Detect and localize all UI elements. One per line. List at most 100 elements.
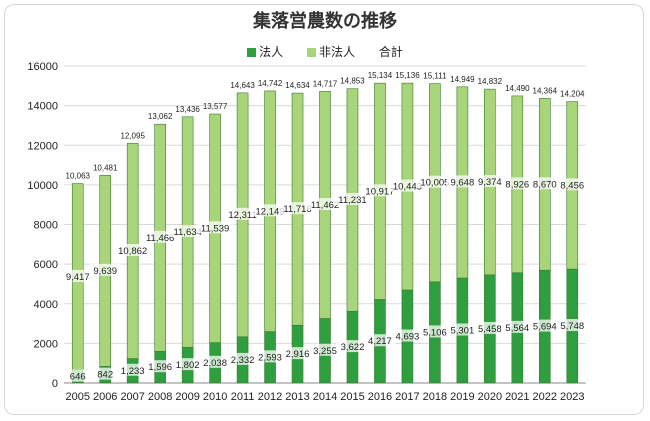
total-label-2016: 15,134 (368, 71, 393, 80)
bar-label-bg-corporate-2019 (446, 323, 479, 336)
total-label-2020: 14,832 (478, 77, 503, 86)
x-tick-label-2015: 2015 (340, 391, 364, 403)
bar-label-corporate-2016: 4,217 (368, 336, 392, 347)
total-label-2014: 14,717 (313, 79, 338, 88)
y-tick-label-2000: 2000 (34, 338, 58, 350)
x-tick-label-2009: 2009 (175, 391, 199, 403)
bar-label-corporate-2018: 5,106 (423, 327, 447, 338)
bar-label-bg-noncorporate-2010 (196, 221, 234, 234)
total-label-2015: 14,853 (340, 77, 365, 86)
bar-label-corporate-2014: 3,255 (313, 346, 337, 357)
bar-label-bg-noncorporate-2021 (501, 177, 534, 190)
legend-label-total: 合計 (378, 45, 403, 59)
bar-label-bg-corporate-2010 (199, 355, 232, 368)
bar-label-bg-corporate-2008 (144, 360, 177, 373)
bar-label-bg-noncorporate-2006 (89, 263, 122, 276)
chart-legend: 法人 非法人 合計 (0, 43, 650, 60)
total-label-2022: 14,364 (533, 86, 558, 95)
bar-label-bg-corporate-2022 (528, 319, 561, 332)
x-tick-label-2010: 2010 (203, 391, 227, 403)
bar-label-noncorporate-2012: 12,149 (256, 206, 285, 217)
bar-label-bg-corporate-2013 (281, 347, 314, 360)
bar-label-noncorporate-2020: 9,374 (478, 177, 502, 188)
bar-label-bg-noncorporate-2023 (556, 178, 589, 191)
bar-label-noncorporate-2017: 10,443 (393, 182, 422, 193)
chart-title: 集落営農数の推移 (253, 11, 397, 32)
bar-label-noncorporate-2007: 10,862 (118, 246, 147, 257)
total-label-2011: 14,643 (230, 81, 255, 90)
x-tick-label-2016: 2016 (368, 391, 392, 403)
legend-swatch-noncorporate (306, 48, 316, 57)
bar-label-bg-noncorporate-2018 (416, 175, 454, 188)
x-tick-label-2023: 2023 (560, 391, 584, 403)
bar-label-noncorporate-2021: 8,926 (505, 179, 529, 190)
y-tick-label-4000: 4000 (34, 299, 58, 311)
bar-label-bg-noncorporate-2022 (528, 177, 561, 190)
total-label-2023: 14,204 (560, 90, 585, 99)
total-label-2018: 15,111 (423, 72, 447, 81)
bar-label-bg-noncorporate-2007 (113, 243, 152, 256)
total-label-2012: 14,742 (258, 79, 283, 88)
x-tick-label-2018: 2018 (423, 391, 447, 403)
bar-label-corporate-2017: 4,693 (396, 332, 420, 343)
bar-label-bg-corporate-2005 (67, 369, 89, 382)
y-tick-label-16000: 16000 (27, 61, 58, 73)
bar-label-noncorporate-2022: 8,670 (533, 179, 557, 190)
bar-label-noncorporate-2015: 11,231 (338, 195, 366, 206)
bar-label-bg-corporate-2012 (254, 350, 287, 363)
x-tick-label-2007: 2007 (120, 391, 144, 403)
bar-label-noncorporate-2008: 11,466 (146, 233, 174, 244)
bar-label-corporate-2020: 5,458 (478, 324, 502, 335)
bar-label-noncorporate-2014: 11,462 (311, 200, 339, 211)
bar-label-bg-corporate-2007 (116, 363, 149, 376)
bar-label-bg-noncorporate-2005 (61, 269, 94, 282)
bar-label-corporate-2019: 5,301 (450, 325, 474, 336)
total-label-2005: 10,063 (66, 172, 91, 181)
total-label-2009: 13,436 (175, 105, 200, 114)
legend-label-noncorporate: 非法人 (318, 45, 355, 59)
bar-label-bg-noncorporate-2020 (473, 175, 506, 188)
x-tick-label-2013: 2013 (285, 391, 309, 403)
legend-item-corporate: 法人 (247, 43, 283, 60)
bar-label-noncorporate-2009: 11,634 (173, 227, 201, 238)
bar-label-corporate-2007: 1,233 (121, 366, 145, 377)
y-tick-label-10000: 10000 (27, 180, 58, 192)
x-tick-label-2006: 2006 (93, 391, 117, 403)
bar-label-noncorporate-2016: 10,917 (365, 186, 394, 197)
bar-label-bg-corporate-2017 (391, 329, 424, 342)
total-label-2010: 13,577 (203, 102, 228, 111)
bar-label-corporate-2015: 3,622 (341, 342, 365, 353)
legend-label-corporate: 法人 (259, 45, 284, 59)
x-tick-label-2022: 2022 (533, 391, 557, 403)
bar-label-corporate-2010: 2,038 (203, 358, 227, 369)
y-tick-label-8000: 8000 (34, 220, 58, 232)
bar-label-bg-corporate-2016 (363, 334, 396, 347)
x-tick-label-2020: 2020 (478, 391, 502, 403)
y-tick-label-0: 0 (52, 378, 58, 390)
bar-label-corporate-2013: 2,916 (286, 349, 310, 360)
legend-item-total: 合計 (379, 43, 403, 60)
bar-label-bg-noncorporate-2019 (446, 175, 479, 188)
bar-label-bg-corporate-2020 (473, 321, 506, 334)
total-label-2017: 15,136 (395, 71, 420, 80)
total-label-2007: 12,095 (120, 131, 145, 140)
x-tick-label-2021: 2021 (505, 391, 529, 403)
bar-label-corporate-2012: 2,593 (258, 352, 282, 363)
x-tick-label-2012: 2012 (258, 391, 282, 403)
total-label-2008: 13,062 (148, 112, 173, 121)
x-tick-label-2011: 2011 (231, 391, 255, 403)
bar-label-corporate-2006: 842 (97, 370, 113, 381)
bar-label-noncorporate-2011: 12,311 (228, 210, 256, 221)
bar-label-corporate-2011: 2,332 (231, 355, 255, 366)
bar-label-noncorporate-2013: 11,716 (283, 204, 311, 215)
x-tick-label-2017: 2017 (395, 391, 419, 403)
bar-label-corporate-2023: 5,748 (560, 321, 584, 332)
bar-label-bg-corporate-2018 (418, 325, 451, 338)
bar-label-noncorporate-2005: 9,417 (66, 272, 90, 283)
bar-label-noncorporate-2010: 11,539 (201, 223, 229, 234)
bar-label-corporate-2009: 1,802 (176, 360, 200, 371)
y-tick-label-14000: 14000 (27, 101, 58, 113)
bar-label-corporate-2021: 5,564 (505, 323, 529, 334)
bar-label-bg-corporate-2009 (171, 358, 204, 371)
